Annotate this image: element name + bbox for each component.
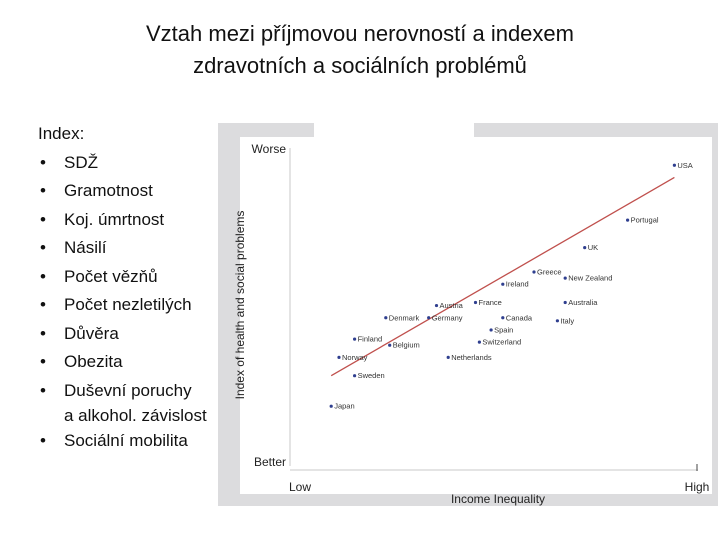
data-point [501, 316, 505, 320]
y-tick-better: Better [254, 455, 286, 469]
bullet-text: Gramotnost [64, 181, 153, 200]
bullet-item: Gramotnost [38, 177, 288, 206]
data-point [434, 303, 439, 308]
data-point-label: Ireland [506, 280, 529, 289]
x-axis-title: Income Inequality [451, 492, 545, 506]
data-point-label: Norway [342, 353, 368, 362]
slide-title: Vztah mezi příjmovou nerovností a indexe… [60, 18, 660, 82]
bullet-text: Násilí [64, 238, 107, 257]
data-point-label: Netherlands [451, 353, 492, 362]
title-line-1: Vztah mezi příjmovou nerovností a indexe… [146, 21, 574, 46]
data-point-label: Germany [432, 313, 463, 322]
bullet-item: Počet nezletilých [38, 291, 288, 320]
data-point [388, 343, 392, 347]
data-point-label: Austria [440, 301, 464, 310]
data-point-label: Japan [334, 402, 354, 411]
y-tick-worse: Worse [252, 142, 287, 156]
x-tick-high: High [685, 480, 710, 494]
bullet-item: SDŽ [38, 149, 288, 178]
data-point-label: UK [588, 243, 598, 252]
data-point-label: New Zealand [568, 274, 612, 283]
bullet-list: SDŽ Gramotnost Koj. úmrtnost Násilí Poče… [38, 149, 288, 456]
chart-panel [240, 137, 712, 494]
bullet-text: SDŽ [64, 152, 98, 172]
data-point-label: Belgium [393, 341, 420, 350]
bullet-item: Obezita [38, 348, 288, 377]
data-point-label: Italy [560, 316, 574, 325]
x-tick-low: Low [289, 480, 311, 494]
data-point [583, 246, 587, 250]
data-point [489, 328, 493, 332]
data-point-label: Switzerland [482, 338, 521, 347]
x-axis: Low High Income Inequality [289, 464, 709, 506]
data-point-label: Greece [537, 268, 562, 277]
data-point [477, 340, 481, 344]
data-point-label: Finland [358, 335, 383, 344]
data-point [563, 276, 567, 280]
index-heading: Index: [38, 124, 85, 143]
bullet-item: Koj. úmrtnost [38, 206, 288, 235]
bullet-text: Obezita [64, 352, 123, 371]
bullet-text: Počet vězňů [64, 266, 158, 286]
data-point-label: France [479, 298, 502, 307]
chart-frame [218, 123, 718, 506]
trend-line-layer [330, 176, 675, 377]
data-point [446, 355, 450, 359]
data-point-label: Denmark [389, 313, 420, 322]
bullet-item: Duševní poruchy a alkohol. závislost [38, 377, 288, 428]
data-point-label: Australia [568, 298, 598, 307]
data-point [532, 270, 536, 274]
data-point [501, 282, 505, 286]
data-point [672, 163, 677, 167]
data-point [555, 319, 560, 323]
index-list: Index: SDŽ Gramotnost Koj. úmrtnost Nási… [38, 120, 288, 456]
y-axis: Worse Better Index of health and social … [233, 142, 291, 469]
data-point [473, 300, 478, 305]
data-point [353, 374, 357, 378]
title-line-2: zdravotních a sociálních problémů [193, 53, 527, 78]
bullet-text-continuation: a alkohol. závislost [64, 406, 207, 425]
data-point [329, 404, 333, 408]
data-point [353, 337, 357, 341]
data-point-label: USA [677, 161, 692, 170]
bullet-text: Důvěra [64, 323, 119, 343]
trend-line [330, 176, 675, 377]
points-layer: USA Portugal UK Greece Ireland New Zealand Aus… [329, 161, 693, 411]
data-point-label: Portugal [631, 216, 659, 225]
data-point-label: Sweden [358, 371, 385, 380]
data-point [337, 355, 341, 359]
chart-top-gap [314, 123, 474, 139]
bullet-item: Násilí [38, 234, 288, 263]
data-point [427, 316, 431, 320]
bullet-text: Duševní poruchy [64, 380, 192, 400]
bullet-item: Počet vězňů [38, 263, 288, 292]
data-point [563, 300, 567, 305]
data-point [626, 218, 630, 222]
bullet-item: Sociální mobilita [38, 427, 288, 456]
data-point-label: Spain [494, 325, 513, 334]
bullet-text: Koj. úmrtnost [64, 209, 165, 229]
y-axis-title: Index of health and social problems [233, 211, 247, 400]
bullet-text: Sociální mobilita [64, 431, 188, 450]
bullet-item: Důvěra [38, 320, 288, 349]
bullet-text: Počet nezletilých [64, 295, 192, 314]
data-point-label: Canada [506, 313, 533, 322]
data-point [384, 316, 388, 320]
